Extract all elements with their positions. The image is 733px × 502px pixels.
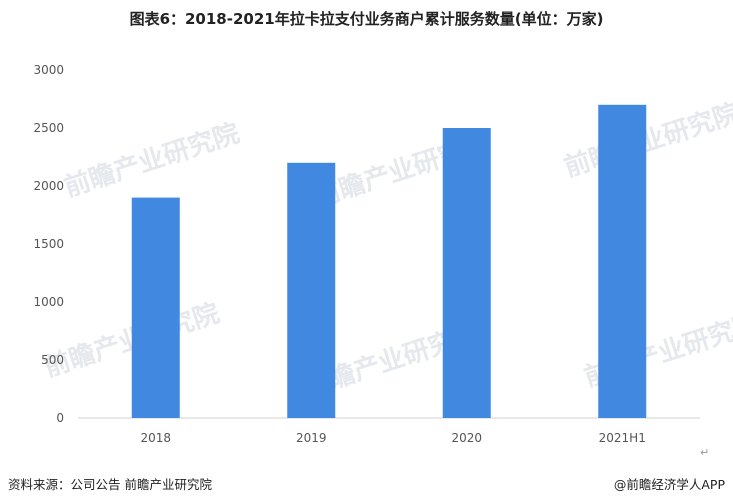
y-tick-label: 2000: [33, 179, 64, 193]
bar-2018: [131, 197, 180, 418]
bar-2020: [442, 128, 491, 418]
bar-2021H1: [598, 104, 647, 419]
bar-2019: [287, 162, 336, 418]
y-tick-label: 3000: [33, 63, 64, 77]
y-tick-label: 0: [56, 411, 64, 425]
x-tick-label: 2021H1: [599, 431, 646, 445]
x-tick-label: 2019: [296, 431, 327, 445]
source-note: 资料来源：公司公告 前瞻产业研究院: [8, 477, 212, 492]
x-tick-label: 2020: [451, 431, 482, 445]
bar-chart: 0 500 1000 1500 2000 2500 3000 2018 2019 2020 2021…: [33, 63, 700, 445]
y-tick-label: 1000: [33, 295, 64, 309]
y-tick-label: 500: [41, 353, 64, 367]
credit-note: @前瞻经济学人APP: [613, 477, 725, 492]
y-tick-label: 1500: [33, 237, 64, 251]
paragraph-mark: ↵: [700, 446, 710, 459]
y-tick-label: 2500: [33, 121, 64, 135]
x-tick-label: 2018: [140, 431, 171, 445]
chart-title: 图表6：2018-2021年拉卡拉支付业务商户累计服务数量(单位：万家): [129, 10, 604, 28]
